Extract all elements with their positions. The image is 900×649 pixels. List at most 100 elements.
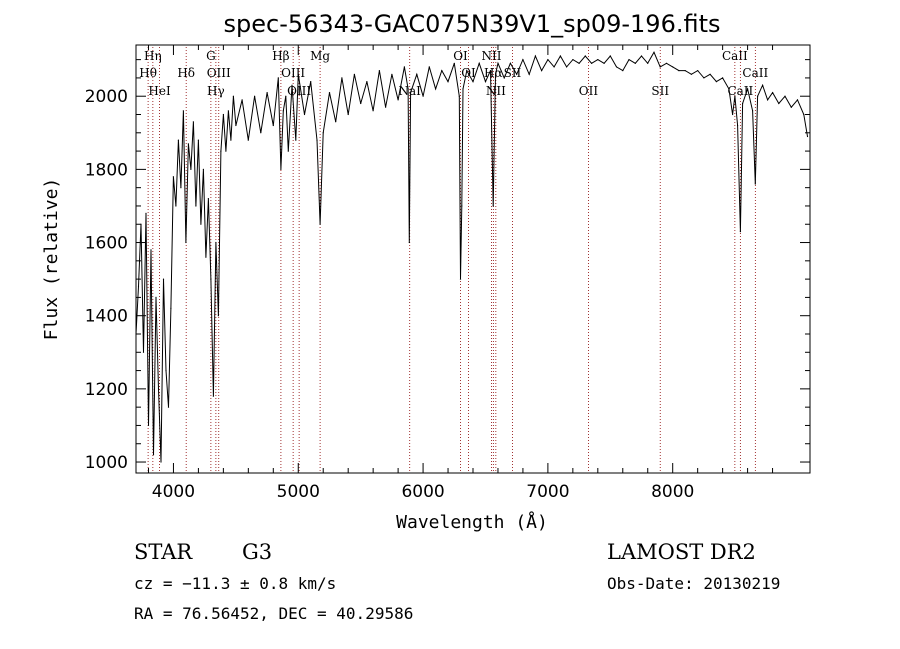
spectrum-point bbox=[428, 66, 430, 68]
obs-date-text: Obs-Date: 20130219 bbox=[607, 574, 781, 593]
spectrum-point bbox=[509, 62, 511, 64]
line-label: Mg bbox=[310, 49, 330, 63]
spectrum-point bbox=[578, 62, 580, 64]
x-tick-label: 7000 bbox=[526, 482, 569, 502]
spectrum-line bbox=[135, 51, 808, 463]
spectrum-point bbox=[187, 143, 189, 145]
x-tick-label: 4000 bbox=[152, 482, 195, 502]
spectrum-point bbox=[353, 73, 355, 75]
spectrum-point bbox=[247, 139, 249, 141]
x-tick-label: 6000 bbox=[401, 482, 444, 502]
spectrum-point bbox=[152, 454, 155, 456]
spectrum-point bbox=[767, 99, 769, 101]
spectrum-point bbox=[622, 70, 624, 72]
spectrum-point bbox=[165, 370, 167, 372]
spectrum-point bbox=[210, 278, 212, 280]
spectrum-point bbox=[360, 102, 362, 105]
spectrum-point bbox=[272, 124, 274, 127]
spectrum-point bbox=[142, 351, 145, 353]
spectrum-point bbox=[150, 249, 152, 251]
spectrum-point bbox=[737, 124, 739, 127]
spectrum-point bbox=[277, 77, 279, 79]
spectrum-point bbox=[772, 92, 774, 94]
spectrum-point bbox=[200, 223, 202, 225]
spectrum-point bbox=[722, 77, 724, 79]
spectrum-point bbox=[647, 62, 649, 64]
spectrum-point bbox=[757, 95, 759, 97]
spectrum-point bbox=[790, 106, 792, 108]
spectrum-point bbox=[137, 285, 140, 287]
spectrum-point bbox=[232, 95, 234, 97]
spectrum-point bbox=[222, 113, 224, 116]
spectrum-point bbox=[435, 88, 437, 90]
spectrum-point bbox=[408, 241, 410, 244]
spectrum-point bbox=[366, 81, 368, 83]
spectrum-point bbox=[484, 81, 487, 83]
spectrum-point bbox=[778, 102, 780, 105]
spectrum-point bbox=[241, 99, 243, 101]
spectrum-point bbox=[728, 88, 730, 90]
line-label: Hβ bbox=[272, 49, 289, 63]
spectrum-point bbox=[416, 73, 418, 75]
y-tick-label: 2000 bbox=[85, 87, 128, 107]
line-label: CaII bbox=[742, 66, 768, 80]
spectrum-point bbox=[282, 110, 284, 112]
spectrum-point bbox=[447, 81, 449, 83]
spectrum-point bbox=[597, 59, 599, 61]
spectrum-point bbox=[603, 62, 605, 64]
spectrum-point bbox=[461, 205, 463, 207]
spectrum-point bbox=[147, 424, 150, 426]
line-label: HeI bbox=[148, 84, 171, 98]
spectrum-series bbox=[135, 51, 809, 463]
spectrum-point bbox=[220, 150, 222, 152]
plot-frame bbox=[135, 44, 811, 474]
spectrum-point bbox=[559, 55, 562, 57]
x-tick-label: 8000 bbox=[651, 482, 694, 502]
line-label: NII bbox=[481, 49, 501, 63]
line-label: NII bbox=[486, 84, 506, 98]
spectrum-point bbox=[634, 62, 636, 64]
spectrum-point bbox=[205, 256, 207, 258]
spectrum-point bbox=[553, 66, 555, 68]
line-label: CaII bbox=[722, 49, 748, 63]
chart-title: spec-56343-GAC075N39V1_sp09-196.fits bbox=[224, 10, 721, 38]
spectrum-point bbox=[316, 139, 318, 141]
spectrum-point bbox=[160, 461, 162, 463]
spectrum-point bbox=[678, 70, 680, 72]
spectrum-point bbox=[628, 59, 630, 61]
spectrum-point bbox=[280, 168, 282, 170]
spectrum-point bbox=[672, 66, 674, 68]
spectrum-point bbox=[182, 110, 184, 112]
y-tick-label: 1400 bbox=[85, 307, 128, 327]
spectrum-point bbox=[684, 70, 686, 72]
spectrum-point bbox=[162, 278, 165, 280]
spectrum-point bbox=[235, 124, 237, 127]
x-tick-label: 5000 bbox=[277, 482, 320, 502]
spectrum-point bbox=[185, 241, 187, 244]
spectrum-point bbox=[754, 183, 756, 185]
y-axis-label: Flux (relative) bbox=[41, 178, 62, 341]
line-label: Hη bbox=[144, 49, 162, 63]
spectrum-point bbox=[615, 66, 618, 68]
line-label: SII bbox=[651, 84, 669, 98]
spectrum-point bbox=[584, 55, 586, 57]
spectrum-point bbox=[422, 95, 424, 97]
survey-name: LAMOST DR2 bbox=[607, 540, 756, 564]
line-label: OIII bbox=[207, 66, 231, 80]
spectrum-point bbox=[703, 77, 705, 79]
object-subclass: G3 bbox=[242, 540, 273, 564]
spectrum-point bbox=[453, 62, 455, 64]
spectrum-point bbox=[494, 73, 497, 75]
spectrum-point bbox=[709, 73, 711, 75]
spectrum-point bbox=[172, 176, 174, 178]
spectrum-point bbox=[195, 205, 197, 207]
spectrum-point bbox=[225, 150, 227, 152]
spectrum-point bbox=[503, 77, 505, 79]
spectrum-point bbox=[747, 88, 749, 90]
spectrum-point bbox=[796, 99, 799, 101]
spectrum-point bbox=[528, 73, 530, 75]
spectrum-point bbox=[230, 139, 232, 141]
spectrum-point bbox=[497, 62, 499, 64]
y-tick-label: 1000 bbox=[85, 453, 128, 473]
